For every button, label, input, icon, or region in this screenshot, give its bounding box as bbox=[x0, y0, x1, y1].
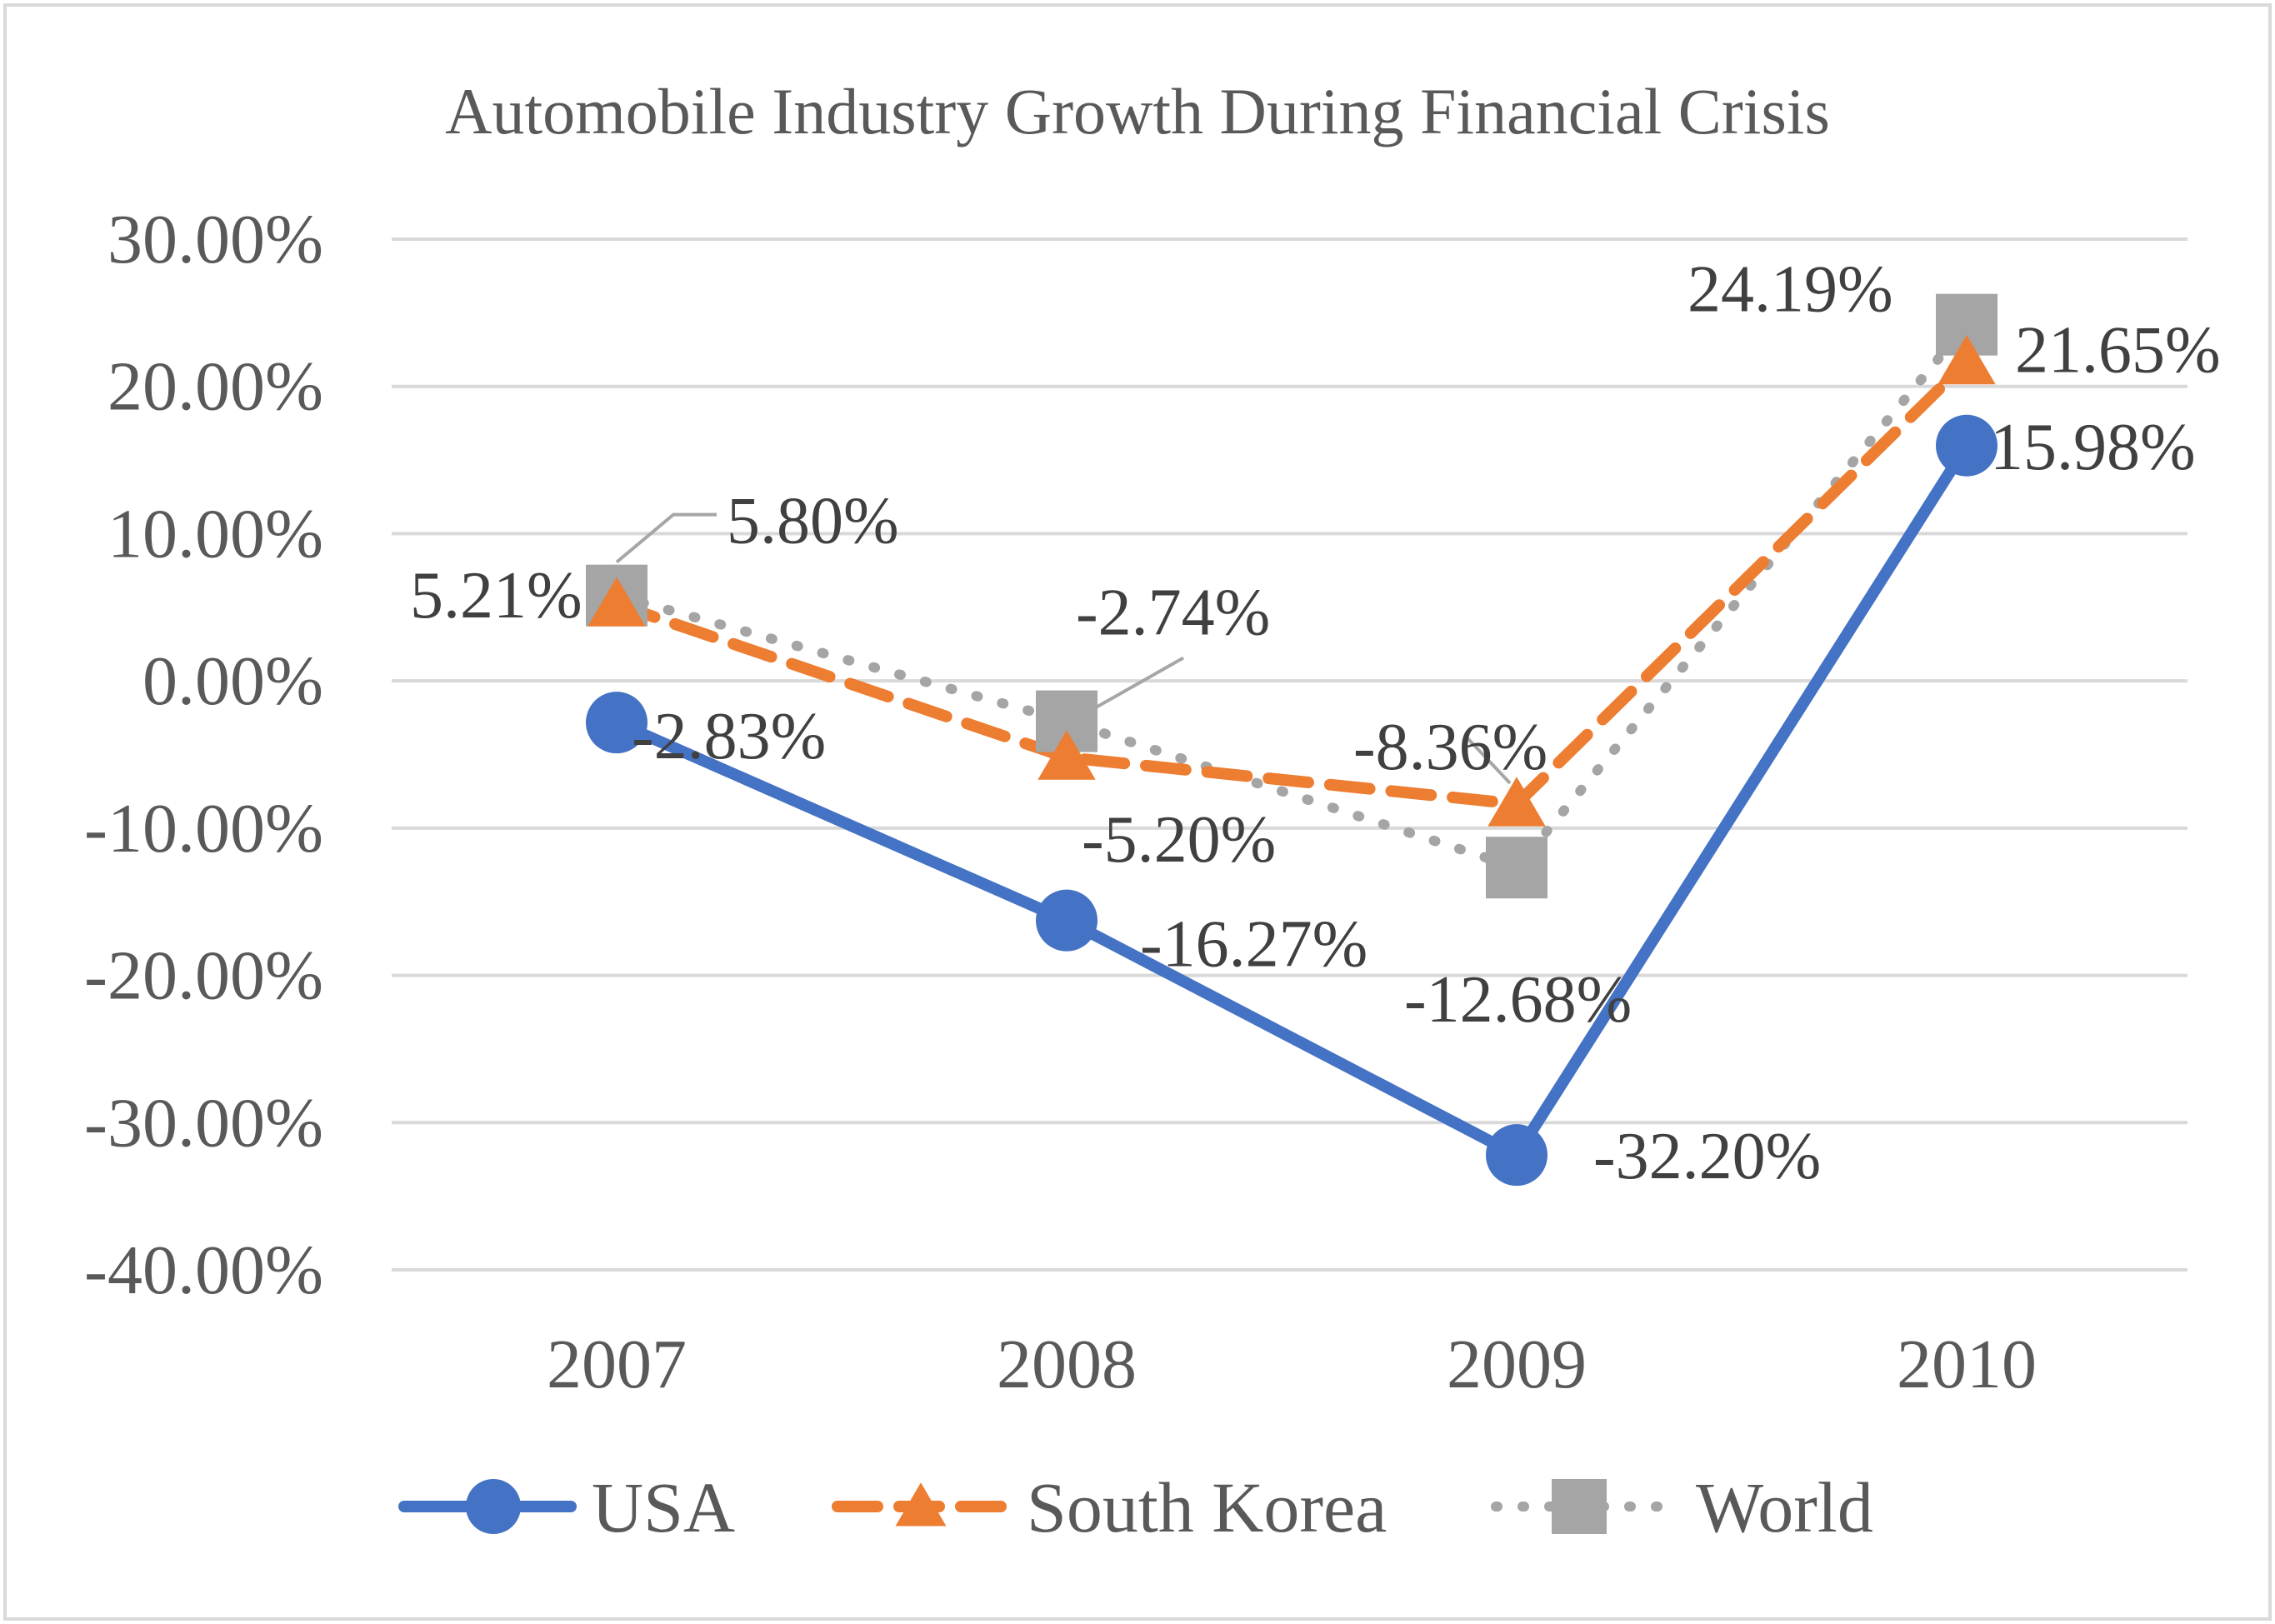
series-line-usa bbox=[611, 439, 1972, 1162]
y-tick-label: -30.00% bbox=[84, 1084, 323, 1162]
legend-item-usa: USA bbox=[398, 1467, 735, 1547]
y-tick-label: 20.00% bbox=[108, 348, 323, 426]
label-leaders bbox=[615, 512, 1512, 785]
data-point-south-korea bbox=[1488, 777, 1546, 827]
data-label: -2.74% bbox=[1076, 577, 1270, 650]
y-tick-label: -20.00% bbox=[84, 937, 323, 1015]
legend-marker-square bbox=[1552, 1479, 1607, 1534]
chart-title: Automobile Industry Growth During Financ… bbox=[445, 75, 1830, 147]
legend-marker-triangle bbox=[895, 1482, 947, 1527]
y-tick-label: -10.00% bbox=[84, 790, 323, 867]
data-label: 24.19% bbox=[1688, 253, 1893, 327]
label-leader-line bbox=[615, 512, 717, 564]
x-axis-ticks: 2007 2008 2009 2010 bbox=[547, 1326, 2037, 1403]
legend-label: South Korea bbox=[1027, 1467, 1387, 1547]
data-point-south-korea bbox=[588, 577, 646, 627]
data-point-south-korea bbox=[1038, 730, 1096, 780]
grid bbox=[392, 237, 2188, 1272]
data-point-world bbox=[1486, 837, 1548, 899]
series-lines bbox=[611, 319, 1972, 1162]
y-tick-label: -40.00% bbox=[84, 1232, 323, 1309]
x-tick-label: 2010 bbox=[1897, 1326, 2037, 1403]
chart-border bbox=[3, 3, 2272, 1621]
legend-item-south-korea: South Korea bbox=[832, 1467, 1387, 1547]
data-label: -12.68% bbox=[1404, 963, 1632, 1037]
label-leader-line bbox=[1465, 736, 1512, 785]
legend-marker-circle bbox=[466, 1479, 521, 1534]
series-line-south-korea bbox=[611, 356, 1972, 810]
data-label: -5.20% bbox=[1082, 803, 1276, 877]
x-tick-label: 2008 bbox=[997, 1326, 1137, 1403]
data-label: 5.80% bbox=[727, 485, 899, 558]
legend-item-world: World bbox=[1491, 1467, 1873, 1547]
data-point-usa bbox=[1936, 414, 1998, 477]
y-tick-label: 30.00% bbox=[108, 201, 323, 278]
y-tick-label: 10.00% bbox=[108, 495, 323, 572]
legend-label: World bbox=[1696, 1467, 1873, 1547]
data-label: -32.20% bbox=[1593, 1120, 1821, 1193]
data-label: 15.98% bbox=[1990, 411, 2196, 484]
data-label: 21.65% bbox=[2015, 314, 2221, 387]
data-point-usa bbox=[586, 692, 648, 754]
data-label: -16.27% bbox=[1140, 908, 1368, 982]
data-labels: -2.83% -16.27% -32.20% 15.98% 5.21% -5.20% -8.… bbox=[410, 253, 2221, 1193]
y-tick-label: 0.00% bbox=[142, 642, 323, 720]
data-label: 5.21% bbox=[410, 559, 582, 632]
legend-label: USA bbox=[592, 1467, 735, 1547]
y-axis-ticks: 30.00% 20.00% 10.00% 0.00% -10.00% -20.00% -30… bbox=[84, 201, 323, 1309]
data-label: -8.36% bbox=[1353, 711, 1548, 784]
legend: USA South Korea World bbox=[398, 1467, 1873, 1547]
x-tick-label: 2009 bbox=[1447, 1326, 1587, 1403]
x-tick-label: 2007 bbox=[547, 1326, 687, 1403]
data-point-usa bbox=[1036, 889, 1098, 952]
data-point-usa bbox=[1486, 1124, 1548, 1187]
series-markers bbox=[586, 293, 1998, 1187]
data-point-south-korea bbox=[1938, 334, 1996, 385]
data-label: -2.83% bbox=[632, 700, 826, 773]
label-leader-line bbox=[1082, 656, 1184, 717]
